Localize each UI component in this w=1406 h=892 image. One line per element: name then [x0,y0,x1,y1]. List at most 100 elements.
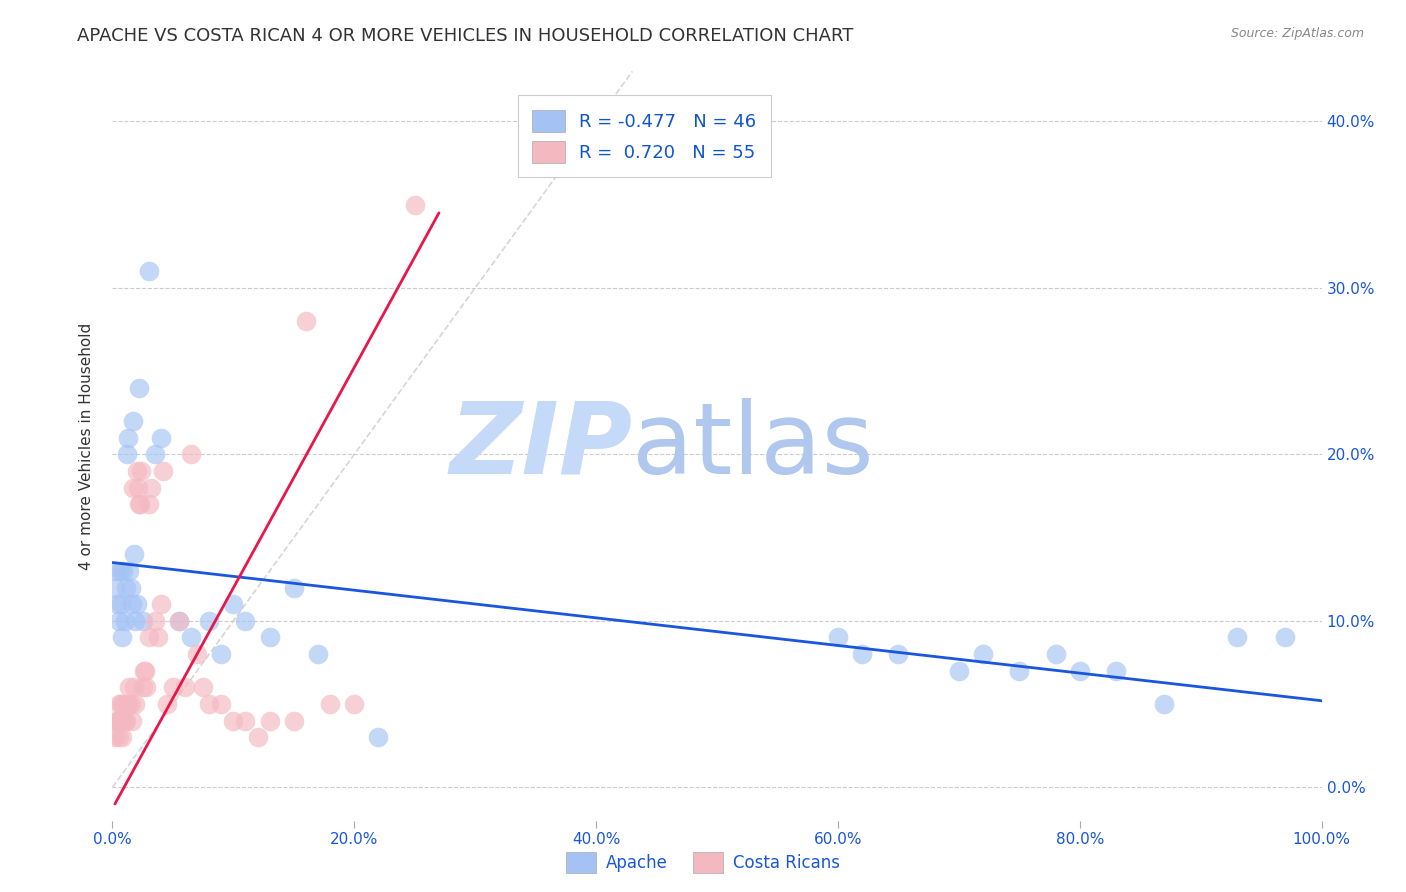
Point [180,631,202,645]
Point [141,481,163,495]
Point [198,614,221,628]
Point [143,614,166,628]
Point [110,714,132,728]
Point [118,564,141,578]
Point [198,697,221,711]
Point [110,597,132,611]
Point [1105,664,1128,678]
Point [138,264,160,278]
Point [131,464,153,478]
Point [114,714,136,728]
Legend: R = -0.477   N = 46, R =  0.720   N = 55: R = -0.477 N = 46, R = 0.720 N = 55 [517,95,770,178]
Point [121,714,143,728]
Point [1274,631,1296,645]
Point [114,614,136,628]
Point [107,697,129,711]
Point [107,731,129,745]
Point [122,414,145,428]
Point [134,664,156,678]
Point [105,714,128,728]
Point [174,681,197,695]
Point [117,431,139,445]
Point [128,381,150,395]
Point [148,631,170,645]
Point [125,597,148,611]
Point [404,197,426,211]
Point [125,464,148,478]
Text: ZIP: ZIP [450,398,633,494]
Point [122,681,145,695]
Point [105,714,128,728]
Point [209,697,232,711]
Point [343,697,366,711]
Point [128,497,150,511]
Point [1008,664,1031,678]
Point [149,431,172,445]
Point [114,581,136,595]
Point [124,614,146,628]
Point [948,664,970,678]
Point [972,647,994,661]
Point [152,464,174,478]
Point [135,681,157,695]
Point [222,714,245,728]
Point [118,681,141,695]
Point [132,681,155,695]
Point [235,714,257,728]
Point [111,631,134,645]
Point [167,614,190,628]
Point [186,647,208,661]
Point [319,697,342,711]
Point [1069,664,1091,678]
Point [1226,631,1249,645]
Point [180,447,202,461]
Point [887,647,910,661]
Point [283,581,305,595]
Point [129,497,152,511]
Point [108,714,131,728]
Point [162,681,184,695]
Point [122,547,145,561]
Point [143,447,166,461]
Text: Source: ZipAtlas.com: Source: ZipAtlas.com [1230,27,1364,40]
Point [124,697,146,711]
Point [105,564,128,578]
Point [120,697,142,711]
Point [307,647,329,661]
Point [117,697,139,711]
Point [209,647,232,661]
Point [156,697,179,711]
Point [112,564,135,578]
Y-axis label: 4 or more Vehicles in Household: 4 or more Vehicles in Household [79,322,94,570]
Point [115,447,138,461]
Point [111,714,134,728]
Point [104,581,127,595]
Point [112,697,135,711]
Point [108,564,131,578]
Point [132,664,155,678]
Text: atlas: atlas [633,398,875,494]
Point [1153,697,1175,711]
Point [122,481,145,495]
Text: APACHE VS COSTA RICAN 4 OR MORE VEHICLES IN HOUSEHOLD CORRELATION CHART: APACHE VS COSTA RICAN 4 OR MORE VEHICLES… [77,27,853,45]
Point [132,614,155,628]
Point [246,731,269,745]
Point [295,314,318,328]
Point [138,631,160,645]
Point [367,731,389,745]
Point [167,614,190,628]
Point [107,614,129,628]
Legend: Apache, Costa Ricans: Apache, Costa Ricans [560,846,846,880]
Point [235,614,257,628]
Point [138,497,160,511]
Point [110,697,132,711]
Point [104,731,127,745]
Point [259,631,281,645]
Point [851,647,873,661]
Point [127,481,149,495]
Point [120,581,142,595]
Point [121,597,143,611]
Point [114,714,136,728]
Point [115,697,138,711]
Point [827,631,849,645]
